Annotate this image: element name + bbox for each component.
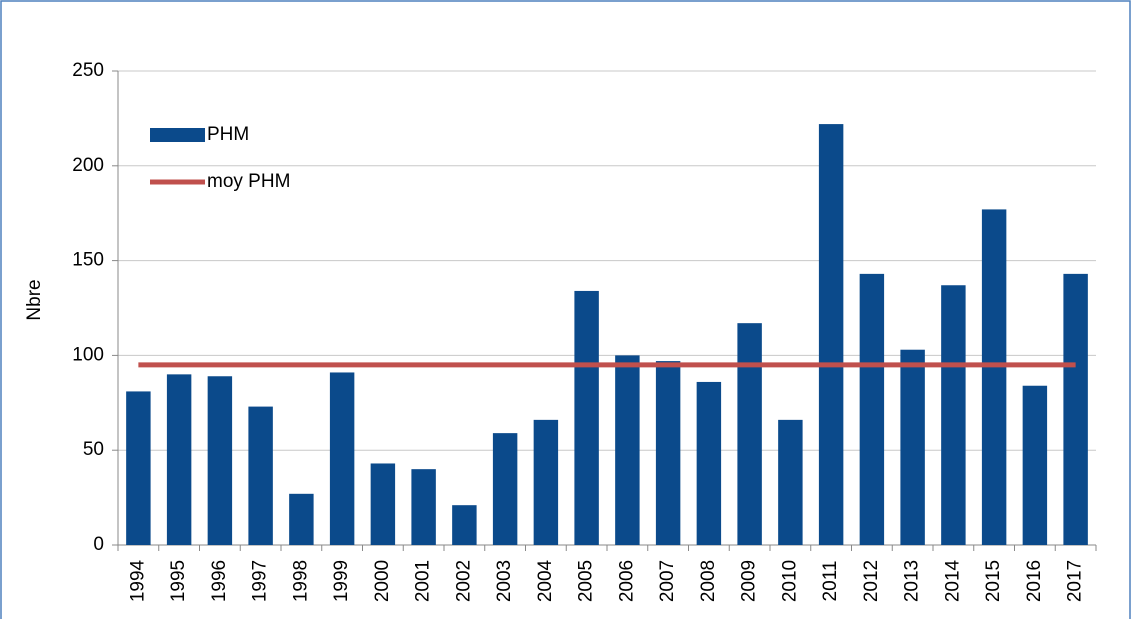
x-tick-label: 1999 [331, 560, 352, 602]
bar [492, 433, 518, 545]
x-tick-label: 2011 [820, 561, 841, 602]
bar [655, 361, 681, 545]
bar [329, 372, 355, 545]
bar [574, 290, 599, 545]
legend-swatch [150, 128, 205, 142]
y-tick-label: 250 [72, 60, 104, 81]
y-axis-label: Nbre [24, 279, 45, 320]
x-tick-label: 1994 [127, 559, 148, 602]
x-tick-label: 1998 [290, 560, 311, 602]
x-tick-label: 2001 [413, 560, 434, 602]
bar [289, 493, 314, 545]
x-tick-label: 1997 [250, 560, 271, 602]
bar [411, 469, 436, 545]
x-tick-label: 2000 [372, 560, 393, 602]
bar [900, 349, 925, 545]
bar [778, 419, 803, 545]
bar [370, 463, 396, 545]
x-tick-label: 2009 [739, 560, 760, 602]
x-tick-label: 2014 [942, 559, 963, 602]
bar [615, 355, 640, 545]
bar [126, 391, 151, 545]
bar [1063, 273, 1088, 545]
x-tick-label: 2006 [616, 560, 637, 602]
y-tick-label: 150 [72, 250, 104, 271]
bar [696, 381, 722, 545]
y-tick-label: 200 [72, 155, 104, 176]
legend-label: moy PHM [207, 171, 290, 192]
bar [737, 323, 762, 545]
x-tick-label: 2002 [453, 560, 474, 602]
bar [207, 376, 233, 545]
bar [981, 209, 1007, 545]
bar [166, 374, 192, 545]
bar [533, 419, 559, 545]
bar [859, 273, 885, 545]
y-tick-label: 50 [83, 439, 104, 460]
x-tick-label: 2007 [657, 560, 678, 602]
x-tick-label: 2016 [1024, 560, 1045, 602]
bar [452, 505, 477, 545]
bar [818, 124, 844, 545]
y-tick-label: 100 [72, 344, 104, 365]
x-tick-label: 2017 [1065, 560, 1086, 602]
bar [941, 285, 966, 545]
bar [248, 406, 273, 545]
x-tick-label: 2005 [576, 560, 597, 602]
x-tick-label: 2003 [494, 560, 515, 602]
x-tick-label: 1995 [168, 560, 189, 602]
x-tick-label: 2010 [779, 560, 800, 602]
x-tick-label: 2015 [983, 560, 1004, 602]
x-tick-label: 2008 [698, 560, 719, 602]
x-tick-label: 2013 [902, 560, 923, 602]
x-tick-label: 2004 [535, 559, 556, 602]
x-tick-label: 2012 [861, 560, 882, 602]
legend-label: PHM [207, 124, 249, 145]
y-tick-label: 0 [93, 534, 104, 555]
x-tick-label: 1996 [209, 560, 230, 602]
bar [1022, 385, 1048, 545]
